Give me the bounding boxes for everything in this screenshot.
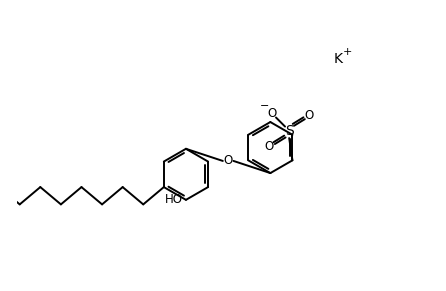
Text: +: + xyxy=(343,47,352,57)
Text: O: O xyxy=(267,107,277,120)
Text: K: K xyxy=(334,52,343,66)
Text: HO: HO xyxy=(165,193,183,206)
Text: O: O xyxy=(223,155,233,167)
Text: O: O xyxy=(304,109,314,122)
Text: S: S xyxy=(285,124,293,138)
Text: −: − xyxy=(260,101,269,111)
Text: O: O xyxy=(265,140,274,153)
